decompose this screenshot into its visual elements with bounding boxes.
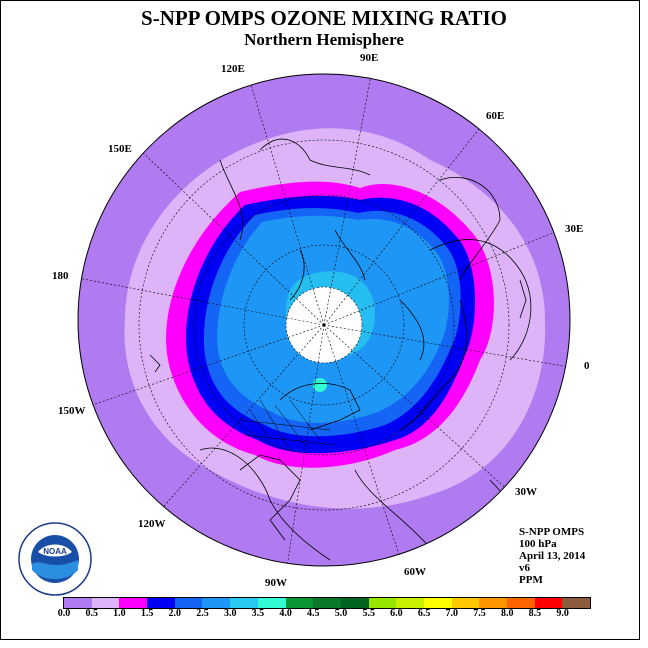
lon-label-60w: 60W: [404, 566, 426, 578]
colorbar-swatch: [534, 598, 563, 608]
colorbar-swatch: [91, 598, 120, 608]
colorbar-tick-label: 5.0: [334, 608, 348, 619]
lon-label-150e: 150E: [108, 143, 132, 155]
colorbar-tick-label: 6.0: [390, 608, 403, 619]
map-title: S-NPP OMPS OZONE MIXING RATIO: [141, 6, 507, 30]
colorbar: [63, 597, 592, 609]
colorbar-tick-label: 2.0: [168, 608, 182, 619]
colorbar-tick-label: 1.5: [140, 608, 154, 619]
colorbar-tick-label: 0.5: [85, 608, 98, 619]
colorbar-swatch: [396, 598, 424, 608]
colorbar-swatch: [230, 598, 258, 608]
colorbar-ticks: 0.0 0.5 1.0 1.5 2.0 2.5 3.0 3.5 4.0 4.5 5.0 5.5 6.0 6…: [0, 608, 648, 622]
colorbar-tick-label: 3.5: [251, 608, 265, 619]
info-units: PPM: [519, 574, 543, 586]
graticule: [78, 74, 570, 566]
info-version: v6: [519, 562, 530, 574]
colorbar-swatch: [340, 598, 369, 608]
us-state-boundaries: [239, 399, 336, 451]
colorbar-tick-label: 2.5: [196, 608, 209, 619]
colorbar-tick-label: 1.0: [113, 608, 126, 619]
colorbar-swatch: [451, 598, 480, 608]
lon-label-30e: 30E: [565, 223, 584, 235]
colorbar-swatch: [257, 598, 286, 608]
lon-label-0: 0: [584, 360, 590, 372]
map-boundary: [77, 73, 571, 567]
coastlines: [149, 138, 532, 561]
colorbar-tick-label: 4.0: [279, 608, 292, 619]
colorbar-swatch: [64, 598, 92, 608]
lon-label-30w: 30W: [515, 486, 537, 498]
colorbar-tick-label: 8.0: [500, 608, 514, 619]
lon-label-90e: 90E: [360, 52, 379, 64]
colorbar-swatch: [119, 598, 148, 608]
colorbar-tick-label: 7.5: [473, 608, 486, 619]
colorbar-swatch: [147, 598, 175, 608]
colorbar-swatch: [479, 598, 507, 608]
colorbar-tick-label: 7.0: [445, 608, 459, 619]
info-instrument: S-NPP OMPS: [519, 526, 585, 538]
colorbar-swatch: [313, 598, 341, 608]
lon-label-120w: 120W: [138, 518, 166, 530]
colorbar-swatch: [174, 598, 203, 608]
colorbar-swatch: [562, 598, 591, 608]
noaa-logo: NOAA: [18, 522, 92, 596]
colorbar-swatch: [507, 598, 535, 608]
lon-label-150w: 150W: [58, 405, 86, 417]
info-level: 100 hPa: [519, 538, 557, 550]
colorbar-tick-label: 6.5: [417, 608, 431, 619]
colorbar-tick-label: 8.5: [528, 608, 542, 619]
map-subtitle: Northern Hemisphere: [244, 30, 404, 49]
colorbar-tick-label: 0.0: [57, 608, 71, 619]
lon-label-90w: 90W: [265, 577, 287, 589]
colorbar-tick-label: 5.5: [362, 608, 375, 619]
lon-label-60e: 60E: [486, 110, 505, 122]
colorbar-swatch: [202, 598, 231, 608]
lon-label-120e: 120E: [221, 63, 245, 75]
lon-label-180: 180: [52, 270, 69, 282]
noaa-logo-text: NOAA: [43, 547, 67, 556]
colorbar-tick-label: 3.0: [223, 608, 237, 619]
colorbar-swatch: [423, 598, 452, 608]
colorbar-tick-label: 9.0: [556, 608, 569, 619]
colorbar-tick-label: 4.5: [307, 608, 320, 619]
product-info: S-NPP OMPS 100 hPa April 13, 2014 v6 PPM: [519, 526, 585, 586]
colorbar-swatch: [368, 598, 397, 608]
colorbar-swatch: [285, 598, 314, 608]
band-3.5-4.0: [313, 378, 327, 392]
info-date: April 13, 2014: [519, 550, 586, 562]
